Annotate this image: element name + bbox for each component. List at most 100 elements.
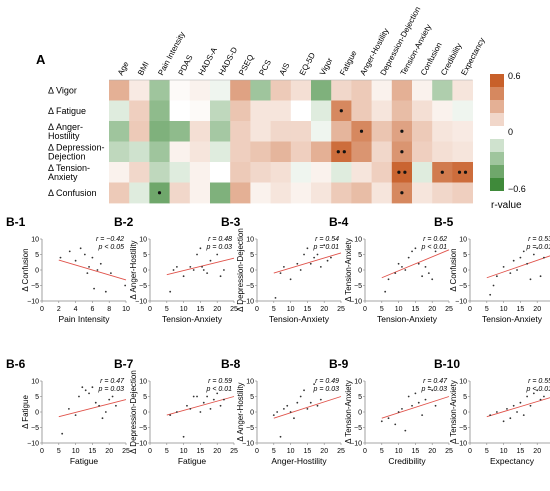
heatmap-cell: [412, 182, 433, 204]
heatmap-cell: [129, 141, 150, 163]
y-tick-label: 10: [459, 379, 467, 386]
scatter-point: [303, 389, 305, 392]
heatmap-cell: [311, 80, 332, 101]
x-axis-label: Tension-Anxiety: [162, 314, 223, 324]
heatmap-row-label: Δ Depression-Dejection: [48, 142, 105, 161]
x-tick-label: 10: [72, 448, 80, 455]
y-tick-label: 0: [358, 410, 362, 417]
scatter-point: [202, 401, 205, 404]
y-tick-label: 5: [143, 394, 147, 401]
scatter-point: [98, 404, 101, 407]
significance-dot: [400, 191, 404, 195]
colorbar-swatch: [490, 87, 504, 100]
scatter-panel-B-8: B-8 −10 −5 0 5 10 0 5 10 15 20 25 Anger-Hostility Δ A…: [221, 357, 345, 466]
x-tick-label: 10: [122, 306, 130, 313]
y-axis-label: Δ Confusion: [21, 248, 30, 291]
heatmap-cell: [169, 80, 191, 101]
scatter-point: [182, 435, 185, 438]
scatter-point: [431, 389, 434, 392]
heatmap-cell: [109, 121, 130, 142]
significance-dot: [336, 150, 340, 154]
heatmap-col-label: HADS-D: [217, 45, 239, 77]
heatmap-cell: [351, 141, 372, 163]
y-axis-label: Δ Anger-Hostility: [129, 240, 138, 299]
heatmap-col-label: AIS: [278, 61, 292, 77]
scatter-point: [189, 266, 192, 268]
heatmap-cell: [391, 162, 413, 183]
y-axis-label: Δ Fatigue: [21, 395, 30, 429]
y-tick-label: 0: [358, 268, 362, 275]
y-tick-label: 5: [358, 252, 362, 259]
regression-line: [273, 252, 342, 274]
x-tick-label: 0: [363, 448, 367, 455]
scatter-point: [272, 414, 275, 416]
colorbar-swatch: [490, 74, 504, 87]
colorbar-swatch: [490, 126, 504, 139]
stat-p: p < 0.01: [526, 386, 550, 393]
y-tick-label: 5: [250, 394, 254, 401]
scatter-point: [104, 290, 107, 293]
y-tick-label: 10: [459, 237, 467, 244]
heatmap-cell: [371, 162, 393, 183]
scatter-point: [431, 278, 434, 281]
y-tick-label: 5: [143, 252, 147, 259]
regression-line: [486, 255, 550, 279]
x-tick-label: 5: [485, 306, 489, 313]
y-tick-label: 5: [463, 252, 467, 259]
x-tick-label: 15: [197, 306, 205, 313]
scatter-panel-B-7: B-7 −10 −5 0 5 10 0 5 10 15 20 25 Fatigue Δ Depressio…: [114, 357, 238, 466]
scatter-point: [216, 392, 219, 395]
colorbar-swatch: [490, 100, 504, 113]
scatter-point: [279, 435, 282, 438]
x-tick-label: 5: [272, 448, 276, 455]
scatter-point: [79, 247, 82, 250]
scatter-point: [502, 266, 505, 268]
significance-dot: [457, 170, 462, 174]
heatmap-cell: [230, 141, 251, 163]
scatter-point: [61, 432, 64, 435]
x-tick-label: 15: [89, 448, 97, 455]
scatter-point: [522, 250, 525, 253]
significance-dot: [359, 129, 364, 133]
stat-r: r = 0.48: [208, 236, 232, 243]
heatmap-cell: [432, 121, 453, 142]
scatter-point: [509, 417, 512, 420]
scatter-point: [309, 262, 312, 265]
scatter-point: [223, 398, 225, 401]
heatmap-cell: [412, 121, 433, 142]
scatter-point: [206, 395, 209, 398]
scatter-point: [543, 256, 545, 259]
scatter-point: [306, 247, 309, 250]
scatter-point: [384, 290, 387, 293]
regression-line: [486, 397, 550, 418]
heatmap-cell: [250, 100, 271, 122]
scatter-panel-B-9: B-9 −10 −5 0 5 10 0 5 10 15 20 25 Credibility Δ Tensi…: [329, 357, 453, 466]
scatter-point: [427, 386, 430, 389]
scatter-point: [192, 395, 195, 398]
x-tick-label: 25: [445, 448, 453, 455]
heatmap-row-label: Δ Anger-Hostility: [48, 122, 83, 141]
scatter-point: [276, 411, 279, 413]
scatter-point: [417, 262, 420, 265]
significance-dot: [339, 109, 343, 113]
scatter-point: [532, 253, 535, 256]
scatter-point: [380, 420, 383, 423]
scatter-point: [404, 429, 407, 432]
heatmap-cell: [452, 100, 473, 122]
colorbar-mid-label: 0: [508, 127, 513, 137]
stat-r: r = −0.42: [96, 236, 124, 243]
y-tick-label: −5: [354, 425, 362, 432]
y-tick-label: −10: [350, 441, 362, 448]
colorbar-min-label: −0.6: [508, 184, 526, 194]
heatmap-cell: [412, 80, 433, 101]
stat-r: r = 0.54: [315, 236, 339, 243]
scatter-panel-label: B-1: [6, 215, 26, 229]
scatter-point: [411, 404, 413, 407]
heatmap-cell: [270, 100, 292, 122]
heatmap-cell: [189, 141, 211, 163]
x-tick-label: 20: [213, 448, 221, 455]
scatter-point: [529, 278, 532, 281]
significance-dot: [397, 170, 401, 174]
regression-line: [273, 396, 342, 419]
